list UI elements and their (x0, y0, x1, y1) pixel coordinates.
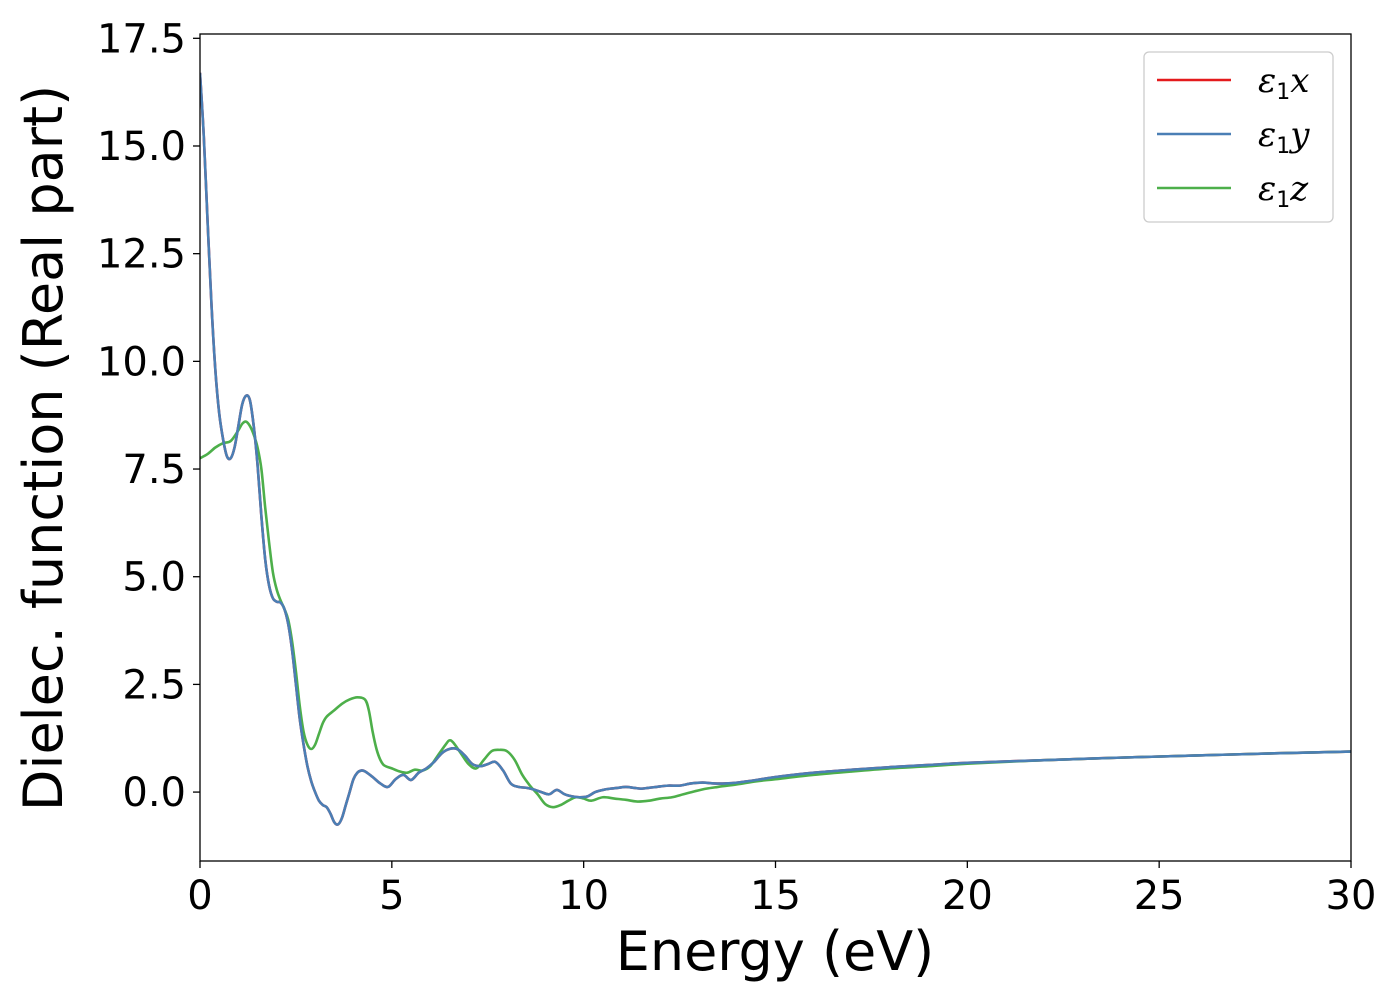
y-tick-label: 2.5 (122, 662, 186, 708)
y-tick-label: 0.0 (122, 770, 186, 816)
series-layer (200, 72, 1351, 826)
y-tick-label: 12.5 (97, 232, 186, 278)
y-tick-label: 17.5 (97, 16, 186, 62)
x-tick-label: 25 (1134, 873, 1185, 919)
x-tick-label: 10 (558, 873, 609, 919)
legend-label-x: ε1x (1258, 61, 1309, 105)
x-tick-label: 20 (942, 873, 993, 919)
x-tick-label: 0 (187, 873, 212, 919)
x-axis-label: Energy (eV) (616, 920, 935, 983)
legend: ε1x ε1y ε1z (1143, 51, 1334, 223)
legend-label-z: ε1z (1258, 169, 1309, 213)
y-axis: 0.0 2.5 5.0 7.5 10.0 12.5 15.0 17.5 (97, 16, 200, 816)
series-line-y (200, 72, 1351, 826)
legend-frame (1143, 51, 1334, 223)
legend-label-y: ε1y (1258, 115, 1310, 159)
y-tick-label: 10.0 (97, 339, 186, 385)
y-axis-label: Dielec. function (Real part) (12, 85, 75, 811)
x-axis: 0 5 10 15 20 25 30 (187, 861, 1376, 919)
y-tick-label: 15.0 (97, 124, 186, 170)
x-tick-label: 15 (750, 873, 801, 919)
x-tick-label: 30 (1326, 873, 1377, 919)
y-tick-label: 7.5 (122, 447, 186, 493)
x-tick-label: 5 (379, 873, 404, 919)
series-line-z (200, 420, 1351, 809)
y-tick-label: 5.0 (122, 555, 186, 601)
